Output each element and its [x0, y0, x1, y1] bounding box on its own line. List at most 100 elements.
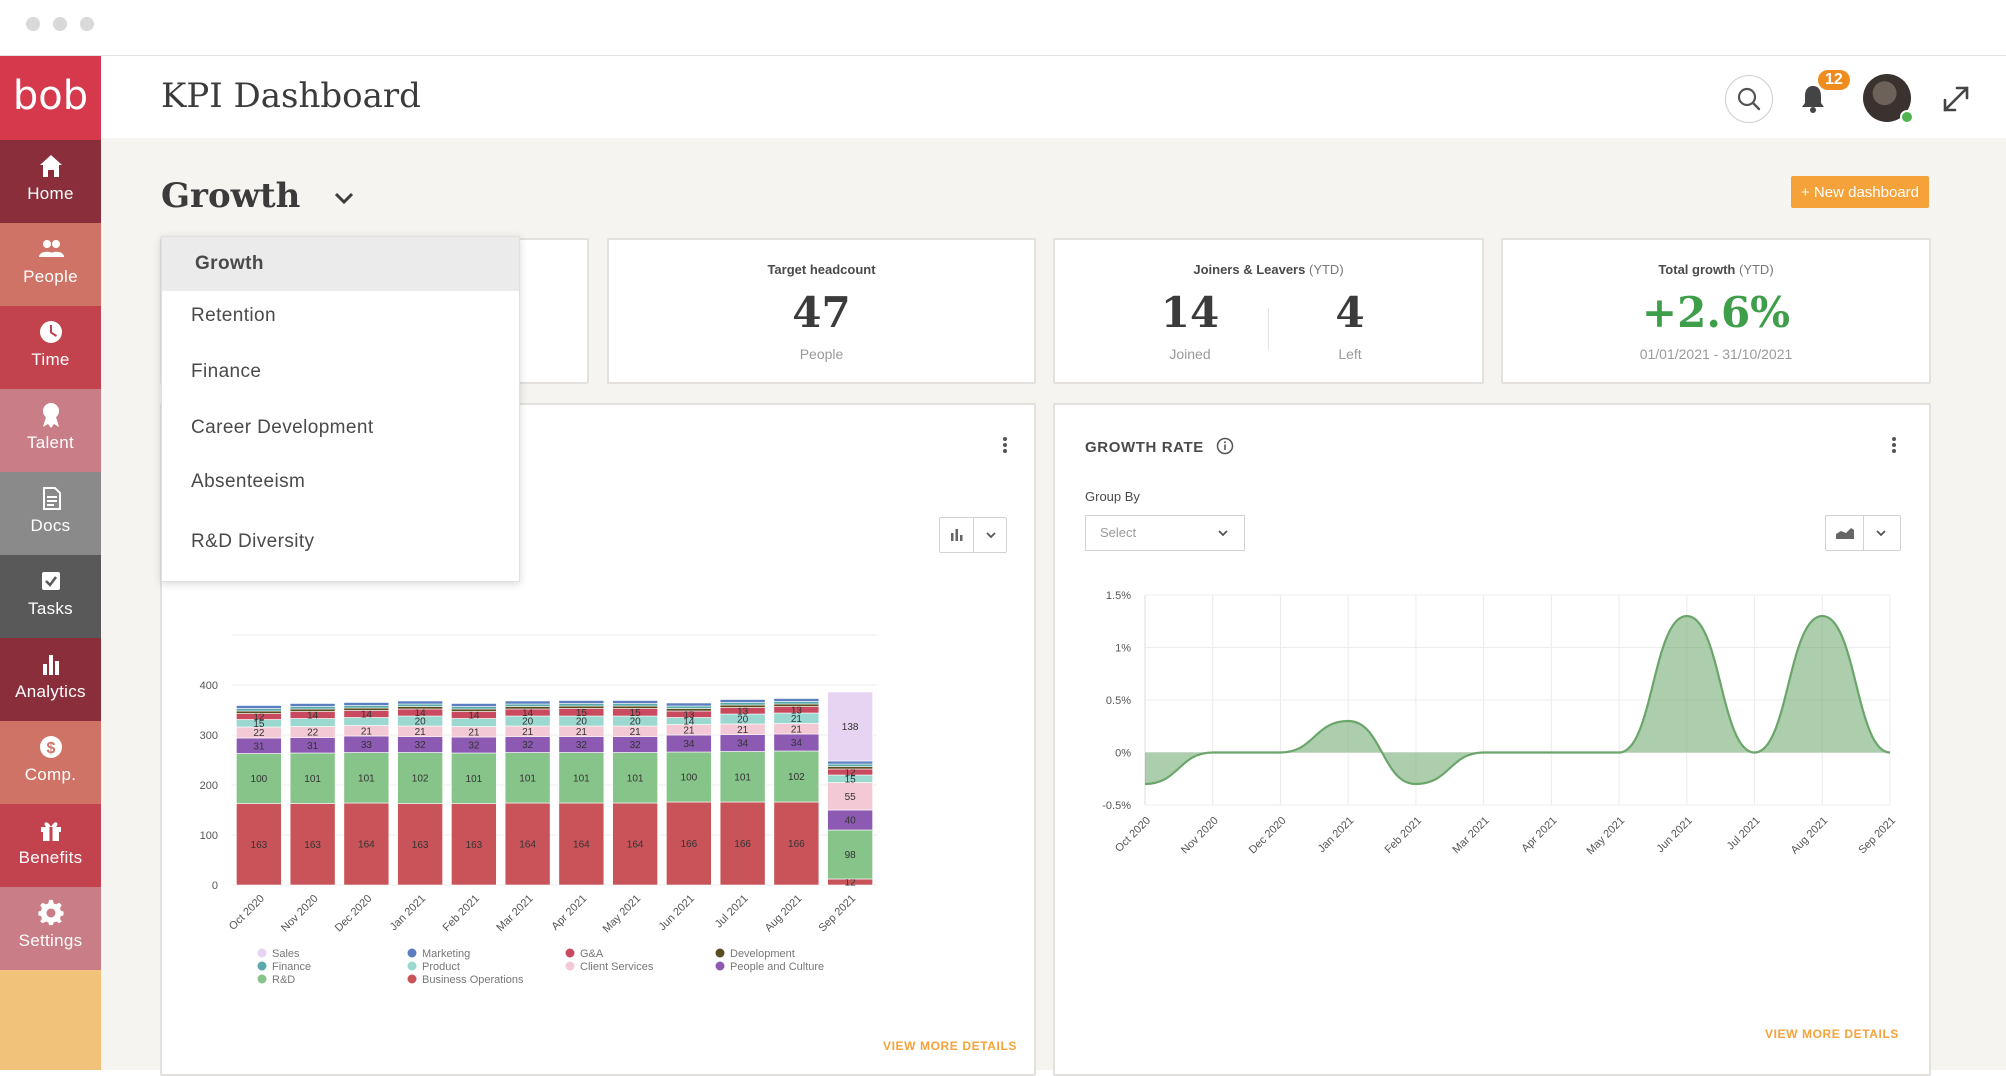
- group-by-select[interactable]: Select: [1085, 515, 1245, 551]
- bar-segment-finance[interactable]: [612, 703, 658, 707]
- bar-segment-business-operations[interactable]: [451, 803, 497, 886]
- bar-segment-business-operations[interactable]: [666, 801, 712, 886]
- notification-badge: 12: [1818, 70, 1850, 90]
- headcount-card-menu-button[interactable]: [1000, 435, 1010, 459]
- bar-segment-development[interactable]: [612, 705, 658, 709]
- growth-chart-dropdown-button[interactable]: [1864, 516, 1898, 550]
- bar-segment-finance[interactable]: [773, 701, 820, 705]
- window-minimize-dot[interactable]: [53, 17, 67, 31]
- bar-segment-business-operations[interactable]: [612, 802, 658, 886]
- info-icon[interactable]: [1215, 436, 1235, 456]
- bar-segment-business-operations[interactable]: [558, 802, 605, 886]
- dashboard-option-absenteeism[interactable]: Absenteeism: [191, 471, 306, 492]
- bar-segment-finance[interactable]: [451, 706, 497, 710]
- bar-segment-marketing[interactable]: [773, 698, 820, 702]
- bar-segment-marketing[interactable]: [558, 700, 605, 704]
- growth-chart-type-toggle: [1825, 515, 1901, 551]
- dashboard-selector[interactable]: Growth: [161, 176, 356, 216]
- bob-logo[interactable]: bob: [0, 56, 101, 140]
- bar-segment-finance[interactable]: [719, 702, 766, 706]
- search-button[interactable]: [1725, 75, 1773, 123]
- bar-segment-development[interactable]: [343, 707, 390, 711]
- dashboard-option-growth[interactable]: Growth: [162, 237, 519, 291]
- dashboard-option-career-development[interactable]: Career Development: [191, 417, 374, 438]
- expand-button[interactable]: [1941, 84, 1971, 119]
- bar-segment-finance[interactable]: [504, 703, 551, 707]
- bar-segment-business-operations[interactable]: [343, 802, 390, 886]
- bar-segment-marketing[interactable]: [236, 705, 282, 709]
- bar-segment-development[interactable]: [827, 766, 873, 770]
- bar-segment-r-d[interactable]: [666, 751, 712, 803]
- headcount-view-more-link[interactable]: VIEW MORE DETAILS: [883, 1039, 1017, 1053]
- nav-item-talent[interactable]: Talent: [0, 389, 101, 472]
- bar-segment-finance[interactable]: [397, 703, 443, 707]
- nav-item-benefits[interactable]: Benefits: [0, 804, 101, 887]
- bar-segment-business-operations[interactable]: [397, 803, 443, 886]
- bar-segment-marketing[interactable]: [289, 703, 336, 707]
- bar-segment-development[interactable]: [236, 710, 282, 714]
- bar-segment-development[interactable]: [504, 706, 551, 710]
- nav-item-home[interactable]: Home: [0, 140, 101, 223]
- bar-segment-development[interactable]: [558, 705, 605, 709]
- nav-item-time[interactable]: Time: [0, 306, 101, 389]
- bar-segment-marketing[interactable]: [343, 702, 390, 706]
- dashboard-option-retention[interactable]: Retention: [191, 305, 276, 326]
- dashboard-option-r-d-diversity[interactable]: R&D Diversity: [191, 531, 315, 552]
- growth-card-menu-button[interactable]: [1889, 435, 1899, 459]
- bar-segment-finance[interactable]: [289, 706, 336, 710]
- bar-segment-r-d[interactable]: [504, 752, 551, 804]
- bar-segment-marketing[interactable]: [719, 699, 766, 703]
- bar-segment-r-d[interactable]: [451, 752, 497, 804]
- nav-item-docs[interactable]: Docs: [0, 472, 101, 555]
- bar-segment-r-d[interactable]: [773, 750, 820, 803]
- bar-segment-r-d[interactable]: [612, 752, 658, 804]
- bar-segment-development[interactable]: [397, 706, 443, 710]
- bar-segment-r-d[interactable]: [289, 752, 336, 804]
- nav-item-comp[interactable]: $ Comp.: [0, 721, 101, 804]
- bar-segment-finance[interactable]: [236, 708, 282, 712]
- bar-segment-business-operations[interactable]: [289, 803, 336, 886]
- bar-segment-finance[interactable]: [343, 705, 390, 709]
- bar-segment-marketing[interactable]: [397, 700, 443, 705]
- area-chart-toggle-button[interactable]: [1826, 516, 1864, 550]
- chart-type-dropdown-button[interactable]: [974, 518, 1008, 552]
- bar-segment-finance[interactable]: [558, 703, 605, 707]
- bar-segment-development[interactable]: [666, 708, 712, 712]
- bar-chart-toggle-button[interactable]: [940, 518, 974, 552]
- dashboard-option-finance[interactable]: Finance: [191, 361, 262, 382]
- bar-segment-r-d[interactable]: [558, 752, 605, 804]
- bar-data-label: 12: [845, 768, 857, 779]
- notifications-button[interactable]: [1799, 84, 1827, 119]
- bar-segment-development[interactable]: [451, 708, 497, 712]
- bar-segment-r-d[interactable]: [397, 752, 443, 804]
- nav-item-tasks[interactable]: Tasks: [0, 555, 101, 638]
- legend-swatch: [715, 948, 725, 958]
- bar-segment-marketing[interactable]: [451, 703, 497, 707]
- growth-series-line[interactable]: [1144, 614, 1891, 786]
- nav-item-analytics[interactable]: Analytics: [0, 638, 101, 721]
- growth-view-more-link[interactable]: VIEW MORE DETAILS: [1765, 1027, 1899, 1041]
- bar-segment-r-d[interactable]: [343, 752, 390, 804]
- bar-segment-business-operations[interactable]: [504, 802, 551, 886]
- bar-segment-r-d[interactable]: [236, 753, 282, 804]
- bar-segment-development[interactable]: [719, 704, 766, 708]
- bar-segment-marketing[interactable]: [504, 700, 551, 705]
- bar-segment-sales[interactable]: [827, 691, 873, 762]
- bar-segment-marketing[interactable]: [827, 760, 873, 765]
- bar-segment-finance[interactable]: [666, 705, 712, 709]
- bar-segment-development[interactable]: [289, 708, 336, 712]
- nav-item-settings[interactable]: Settings: [0, 887, 101, 970]
- new-dashboard-button[interactable]: + New dashboard: [1791, 176, 1929, 208]
- nav-item-people[interactable]: People: [0, 223, 101, 306]
- bar-segment-client-services[interactable]: [827, 782, 873, 811]
- window-close-dot[interactable]: [26, 17, 40, 31]
- bar-segment-r-d[interactable]: [827, 829, 873, 880]
- nav-item-label: Settings: [18, 931, 83, 950]
- bar-segment-development[interactable]: [773, 703, 820, 707]
- bar-segment-finance[interactable]: [827, 763, 873, 767]
- bar-segment-r-d[interactable]: [719, 751, 766, 803]
- window-zoom-dot[interactable]: [80, 17, 94, 31]
- bar-segment-marketing[interactable]: [666, 702, 712, 707]
- bar-segment-business-operations[interactable]: [719, 801, 766, 886]
- bar-segment-marketing[interactable]: [612, 700, 658, 704]
